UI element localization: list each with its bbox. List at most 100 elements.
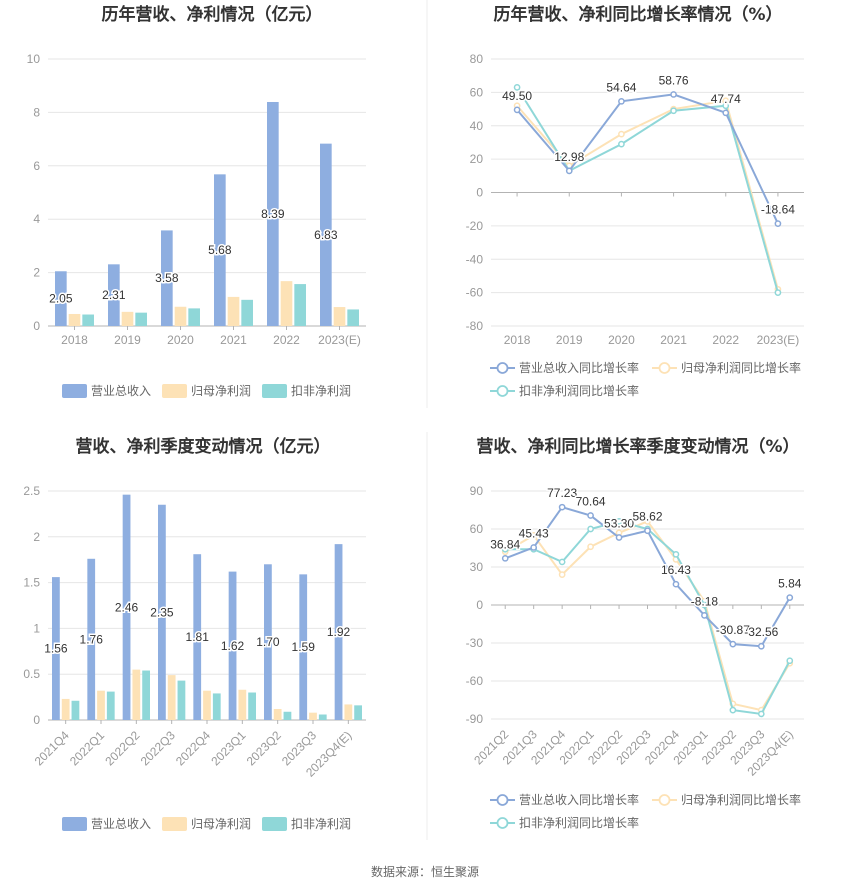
series-point bbox=[774, 289, 782, 296]
y-tick-label: 30 bbox=[470, 560, 484, 574]
data-label: 2.31 bbox=[102, 288, 126, 302]
x-tick-label: 2023(E) bbox=[318, 333, 361, 347]
legend-label: 营业总收入 bbox=[91, 384, 151, 398]
legend-label: 扣非净利润 bbox=[291, 384, 351, 398]
series-point bbox=[618, 130, 625, 138]
y-tick-label: 6 bbox=[33, 159, 40, 173]
x-tick-label: 2019 bbox=[114, 333, 141, 347]
chart-quarterly-revenue: 营收、净利季度变动情况（亿元）00.511.522.52021Q42022Q12… bbox=[23, 436, 366, 831]
series-point bbox=[722, 109, 730, 117]
bar-net-profit bbox=[174, 306, 187, 326]
y-tick-label: -20 bbox=[466, 219, 484, 233]
series-point bbox=[501, 554, 509, 562]
data-label: 1.70 bbox=[256, 635, 280, 649]
y-tick-label: 80 bbox=[470, 52, 484, 66]
series-point bbox=[729, 706, 737, 714]
bar-revenue bbox=[158, 504, 166, 720]
data-label: 2.05 bbox=[49, 292, 73, 306]
y-tick-label: -60 bbox=[466, 674, 484, 688]
series-point bbox=[615, 518, 623, 525]
data-label: 36.84 bbox=[490, 537, 520, 551]
legend-label: 营业总收入 bbox=[91, 817, 151, 831]
legend-swatch bbox=[262, 384, 287, 398]
y-tick-label: 2 bbox=[33, 530, 40, 544]
bar-revenue bbox=[264, 564, 272, 720]
bar-revenue bbox=[320, 143, 332, 326]
series-point bbox=[587, 543, 594, 551]
x-tick-label: 2021 bbox=[660, 333, 687, 347]
legend-item: 归母净利润同比增长率 bbox=[652, 792, 801, 807]
y-tick-label: 2.5 bbox=[23, 484, 40, 498]
series-point bbox=[729, 640, 737, 648]
series-point bbox=[722, 102, 730, 110]
legend-label: 扣非净利润同比增长率 bbox=[519, 383, 639, 398]
series-point bbox=[786, 657, 794, 665]
y-tick-label: 20 bbox=[470, 152, 484, 166]
bar-net-profit bbox=[121, 311, 134, 326]
x-tick-label: 2020 bbox=[608, 333, 635, 347]
bar-revenue bbox=[87, 558, 96, 720]
legend-marker bbox=[496, 794, 509, 806]
data-label: 58.76 bbox=[659, 73, 689, 87]
x-tick-label: 2023(E) bbox=[757, 333, 800, 347]
bar-revenue bbox=[267, 101, 279, 326]
series-point bbox=[558, 558, 566, 566]
data-label: 53.30 bbox=[604, 516, 634, 530]
y-tick-label: 0 bbox=[476, 598, 483, 612]
y-tick-label: 90 bbox=[470, 484, 484, 498]
y-tick-label: 0.5 bbox=[23, 667, 40, 681]
data-label: 5.84 bbox=[778, 577, 802, 591]
bar-net-profit bbox=[227, 296, 240, 326]
series-point bbox=[565, 167, 573, 175]
legend-label: 扣非净利润 bbox=[291, 817, 351, 831]
bar-deducted-net-profit bbox=[142, 670, 150, 720]
legend-item: 营业总收入同比增长率 bbox=[490, 360, 639, 375]
y-tick-label: 2 bbox=[33, 266, 40, 280]
data-label: 8.39 bbox=[261, 207, 285, 221]
series-point bbox=[587, 512, 594, 519]
x-tick-label: 2020 bbox=[167, 333, 194, 347]
data-label: -30.87 bbox=[716, 623, 750, 637]
bar-revenue bbox=[214, 174, 226, 326]
legend-marker bbox=[496, 817, 509, 829]
data-label: 2.46 bbox=[115, 600, 139, 614]
series-point bbox=[644, 527, 651, 535]
y-tick-label: 60 bbox=[470, 85, 484, 99]
series-point bbox=[644, 518, 651, 525]
bar-net-profit bbox=[61, 698, 70, 720]
bar-deducted-net-profit bbox=[71, 700, 80, 720]
chart-title: 营收、净利同比增长率季度变动情况（%） bbox=[476, 436, 799, 457]
y-tick-label: 1 bbox=[33, 621, 40, 635]
x-tick-label: 2022Q3 bbox=[138, 728, 178, 768]
data-label: -18.64 bbox=[761, 203, 795, 217]
legend-swatch bbox=[62, 384, 87, 398]
x-tick-label: 2022Q1 bbox=[67, 728, 107, 768]
series-point bbox=[618, 97, 625, 105]
chart-title: 历年营收、净利同比增长率情况（%） bbox=[493, 4, 782, 25]
y-tick-label: -80 bbox=[466, 319, 484, 333]
bar-deducted-net-profit bbox=[241, 299, 253, 326]
legend-swatch bbox=[262, 817, 287, 831]
x-tick-label: 2022 bbox=[273, 333, 300, 347]
data-label: 1.59 bbox=[292, 640, 316, 654]
legend-item: 扣非净利润 bbox=[262, 384, 351, 398]
series-point bbox=[757, 642, 765, 650]
chart-annual-growth: 历年营收、净利同比增长率情况（%） -80 -60 -40 -20 0 20 40 60 80 20… bbox=[466, 4, 804, 398]
bar-deducted-net-profit bbox=[354, 705, 362, 720]
bar-revenue bbox=[161, 230, 173, 326]
bar-deducted-net-profit bbox=[283, 711, 292, 720]
bar-net-profit bbox=[273, 709, 282, 720]
bar-revenue bbox=[52, 577, 60, 720]
y-tick-label: 1.5 bbox=[23, 576, 40, 590]
bar-net-profit bbox=[132, 669, 141, 720]
x-tick-label: 2019 bbox=[556, 333, 583, 347]
data-label: -8.18 bbox=[691, 594, 719, 608]
bar-net-profit bbox=[333, 307, 346, 326]
series-point bbox=[701, 612, 708, 619]
legend-item: 归母净利润 bbox=[162, 384, 251, 398]
bar-revenue bbox=[228, 571, 237, 720]
chart-quarterly-growth: 营收、净利同比增长率季度变动情况（%）-90-60-3003060902021Q… bbox=[466, 436, 804, 830]
data-label: 2.35 bbox=[150, 605, 174, 619]
y-tick-label: -40 bbox=[466, 252, 484, 266]
